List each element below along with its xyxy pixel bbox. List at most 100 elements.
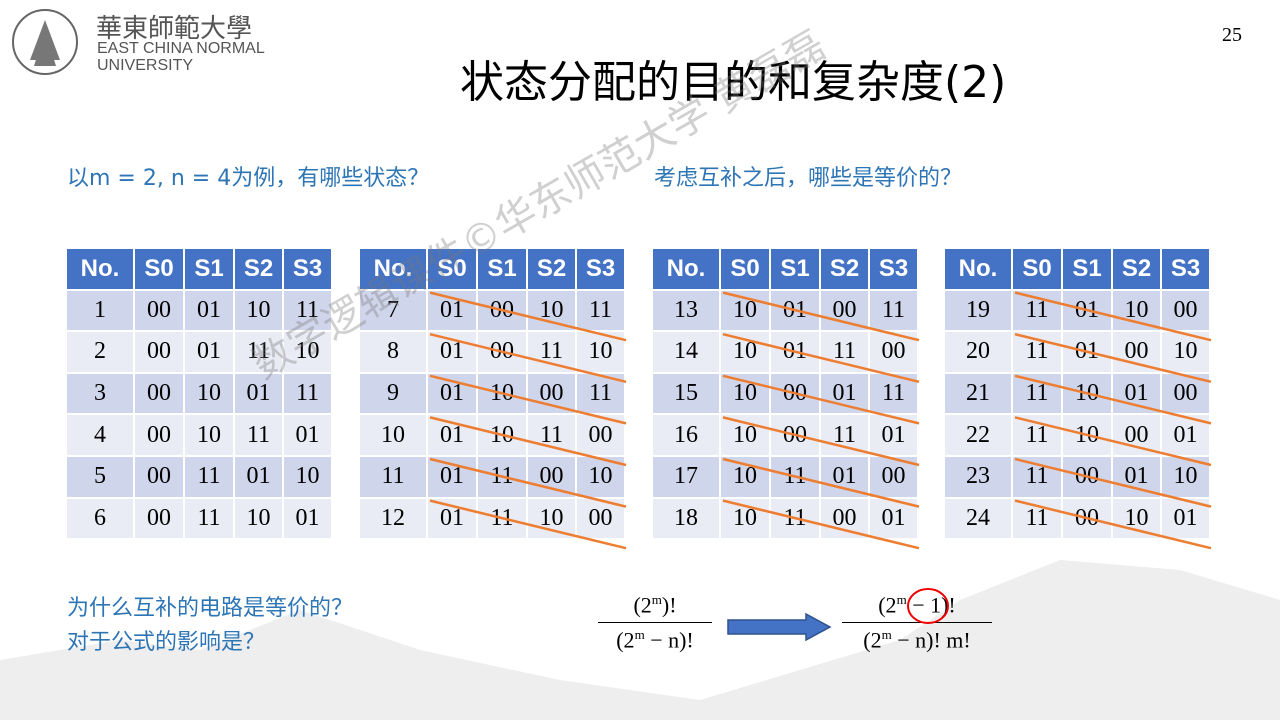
table-header-cell: S0 [135, 249, 185, 291]
table-cell: 16 [653, 415, 721, 457]
text: (2 [616, 627, 635, 653]
table-header-cell: S1 [185, 249, 235, 291]
table-cell: 11 [577, 290, 626, 333]
table-cell: 10 [721, 373, 771, 416]
strike-line [1014, 291, 1212, 342]
table-cell: 10 [185, 373, 235, 416]
text: m [881, 627, 892, 643]
table-cell: 01 [428, 498, 478, 541]
table-cell: 00 [135, 290, 185, 333]
text: − 1)! [906, 592, 956, 618]
table-header-cell: S3 [284, 249, 333, 291]
table-header-cell: S3 [577, 249, 626, 291]
table-cell: 00 [135, 373, 185, 416]
table-cell: 19 [945, 290, 1013, 333]
table-cell: 8 [360, 332, 428, 374]
table-cell: 24 [945, 498, 1013, 541]
table-cell: 01 [870, 498, 919, 541]
table-header-cell: S1 [478, 249, 528, 291]
table-header-cell: S0 [428, 249, 478, 291]
table-cell: 10 [360, 415, 428, 457]
strike-line [429, 291, 627, 342]
text: m [896, 592, 907, 607]
logo-english: UNIVERSITY [97, 57, 194, 74]
text: m [651, 592, 662, 607]
table-cell: 00 [1063, 498, 1113, 541]
table-cell: 00 [528, 457, 577, 499]
table-cell: 11 [284, 290, 333, 333]
question: 为什么互补的电路是等价的？ [67, 596, 354, 621]
strike-line [722, 332, 920, 384]
table-cell: 11 [360, 457, 428, 499]
table-header-cell: No. [653, 249, 721, 291]
table-cell: 10 [284, 457, 333, 499]
strike-line [1014, 374, 1212, 425]
table-header-cell: S0 [1013, 249, 1063, 291]
table-header-cell: S2 [821, 249, 870, 291]
table-cell: 01 [771, 290, 821, 333]
table-cell: 6 [67, 498, 135, 541]
table-header-cell: S2 [1113, 249, 1162, 291]
table-header-cell: No. [360, 249, 428, 291]
table-cell: 20 [945, 332, 1013, 374]
formula: (2m)! (2m − n)! [598, 592, 712, 654]
text: (2 [863, 627, 882, 653]
table-header-cell: S1 [771, 249, 821, 291]
strike-line [429, 457, 627, 508]
table-cell: 5 [67, 457, 135, 499]
table-cell: 01 [235, 373, 284, 416]
table-cell: 23 [945, 457, 1013, 499]
strike-line [429, 374, 627, 425]
table-cell: 01 [185, 290, 235, 333]
table-cell: 10 [235, 498, 284, 541]
page-number: 25 [1222, 24, 1242, 46]
table-cell: 1 [67, 290, 135, 333]
table-cell: 11 [235, 332, 284, 374]
text: − n)! m! [891, 627, 971, 653]
table-header-cell: No. [67, 249, 135, 291]
formula: (2m − 1)! (2m − n)! m! [842, 592, 992, 654]
table-cell: 00 [1162, 290, 1211, 333]
strike-line [722, 499, 920, 550]
strike-line [722, 291, 920, 342]
strike-line [429, 332, 627, 384]
table-cell: 9 [360, 373, 428, 416]
table-cell: 00 [135, 457, 185, 499]
table-cell: 11 [284, 373, 333, 416]
strike-line [722, 416, 920, 467]
arrow [727, 612, 832, 642]
table-cell: 11 [235, 415, 284, 457]
table-cell: 00 [771, 415, 821, 457]
table-cell: 10 [721, 498, 771, 541]
table-header-cell: S1 [1063, 249, 1113, 291]
strike-line [1014, 332, 1212, 384]
table-cell: 00 [135, 498, 185, 541]
strike-line [429, 416, 627, 467]
table-cell: 00 [135, 332, 185, 374]
table-cell: 01 [284, 415, 333, 457]
table-cell: 15 [653, 373, 721, 416]
table-cell: 00 [1113, 332, 1162, 374]
table-cell: 01 [1162, 415, 1211, 457]
strike-line [429, 499, 627, 550]
table-header-cell: S3 [870, 249, 919, 291]
table-cell: 11 [821, 332, 870, 374]
table-header-cell: S0 [721, 249, 771, 291]
strike-line [722, 457, 920, 508]
text: m [634, 627, 645, 643]
table-cell: 21 [945, 373, 1013, 416]
table-cell: 7 [360, 290, 428, 333]
question: 对于公式的影响是？ [67, 630, 266, 655]
logo-english: EAST CHINA NORMAL [97, 40, 265, 57]
text: (2 [633, 592, 652, 618]
strike-line [1014, 457, 1212, 508]
table-cell: 01 [235, 457, 284, 499]
table-cell: 10 [235, 290, 284, 333]
table-cell: 01 [284, 498, 333, 541]
table-cell: 00 [135, 415, 185, 457]
table-cell: 10 [721, 332, 771, 374]
question: 以m = 2, n = 4为例，有哪些状态？ [67, 166, 430, 191]
question: 考虑互补之后，哪些是等价的？ [654, 166, 963, 191]
